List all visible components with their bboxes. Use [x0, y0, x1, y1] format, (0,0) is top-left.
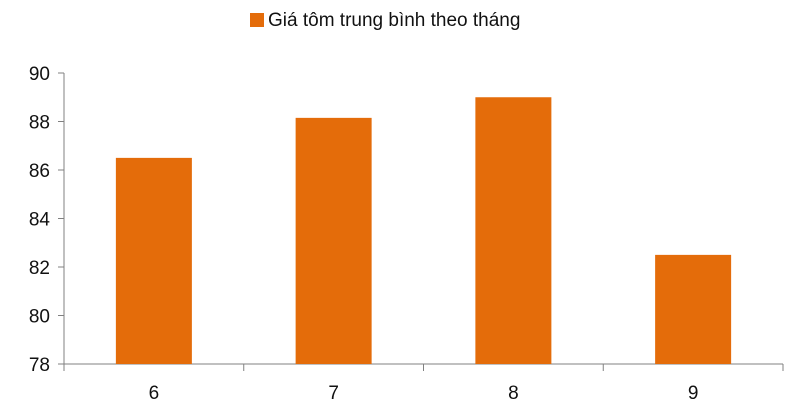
bar-9: [655, 254, 732, 364]
legend-label: Giá tôm trung bình theo tháng: [268, 10, 520, 31]
bar-8: [475, 97, 552, 364]
y-tick-label: 88: [29, 113, 50, 134]
x-tick-label: 7: [328, 383, 339, 404]
y-tick-label: 80: [29, 307, 50, 328]
y-tick-label: 78: [29, 355, 50, 376]
y-tick-label: 84: [29, 210, 51, 231]
x-tick-label: 9: [688, 383, 699, 404]
legend: Giá tôm trung bình theo tháng: [250, 10, 520, 31]
y-tick-label: 90: [29, 64, 50, 85]
y-axis: 78 80 82 84 86 88 90: [29, 64, 65, 376]
y-tick-label: 82: [29, 258, 50, 279]
bars: [115, 97, 732, 364]
x-axis: 6 7 8 9: [63, 363, 784, 404]
bar-6: [115, 157, 192, 364]
x-tick-label: 8: [508, 383, 519, 404]
x-tick-label: 6: [149, 383, 160, 404]
legend-swatch: [250, 13, 264, 27]
bar-7: [295, 117, 372, 364]
y-tick-label: 86: [29, 161, 50, 182]
